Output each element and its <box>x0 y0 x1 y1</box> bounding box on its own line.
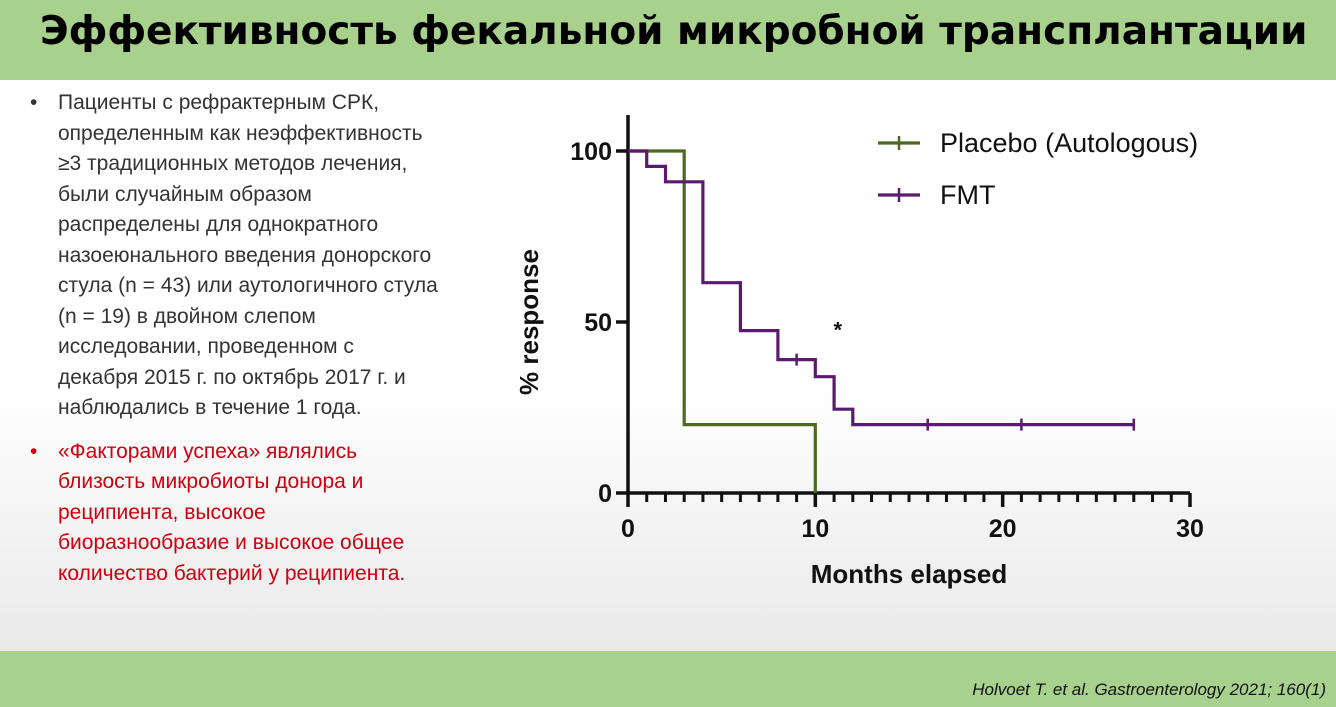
bullet-dot-icon: • <box>30 91 38 114</box>
y-tick-label: 50 <box>584 309 612 337</box>
y-tick-label: 0 <box>598 480 612 508</box>
bullet-list: • Пациенты с рефрактерным СРК, определенн… <box>28 88 528 589</box>
chart-labels: * Months elapsed % response <box>514 249 1007 589</box>
x-axis-title: Months elapsed <box>811 559 1007 589</box>
x-tick-label: 0 <box>621 515 635 543</box>
x-tick-label: 20 <box>989 515 1017 543</box>
bullet-dot-icon: • <box>30 439 38 463</box>
significance-asterisk: * <box>834 317 843 342</box>
bullet-item: • Пациенты с рефрактерным СРК, определенн… <box>28 88 528 424</box>
citation: Holvoet T. et al. Gastroenterology 2021;… <box>972 680 1326 699</box>
y-tick-label: 100 <box>570 138 612 166</box>
chart-axes: 0 50 100 0 10 20 30 <box>570 115 1204 543</box>
bullet-text: «Факторами успеха» являлись близость мик… <box>58 439 406 585</box>
x-tick-label: 30 <box>1176 515 1204 543</box>
legend-label: Placebo (Autologous) <box>940 128 1198 158</box>
series-line-0 <box>628 149 817 493</box>
footer-band: Holvoet T. et al. Gastroenterology 2021;… <box>0 651 1336 707</box>
y-axis-title: % response <box>514 249 544 395</box>
title-band: Эффективность фекальной микробной трансп… <box>0 0 1336 80</box>
chart-legend: Placebo (Autologous) FMT <box>878 128 1198 210</box>
legend-label: FMT <box>940 180 995 210</box>
bullet-text: Пациенты с рефрактерным СРК, определенны… <box>58 91 438 419</box>
kaplan-meier-chart: 0 50 100 0 10 20 30 Placebo (Autologous) FMT * M… <box>514 115 1204 589</box>
x-tick-label: 10 <box>801 515 829 543</box>
chart-series <box>628 149 1136 493</box>
slide-title: Эффективность фекальной микробной трансп… <box>40 9 1308 54</box>
series-line-1 <box>628 149 1134 427</box>
bullet-item-highlight: • «Факторами успеха» являлись близость ми… <box>28 437 528 590</box>
